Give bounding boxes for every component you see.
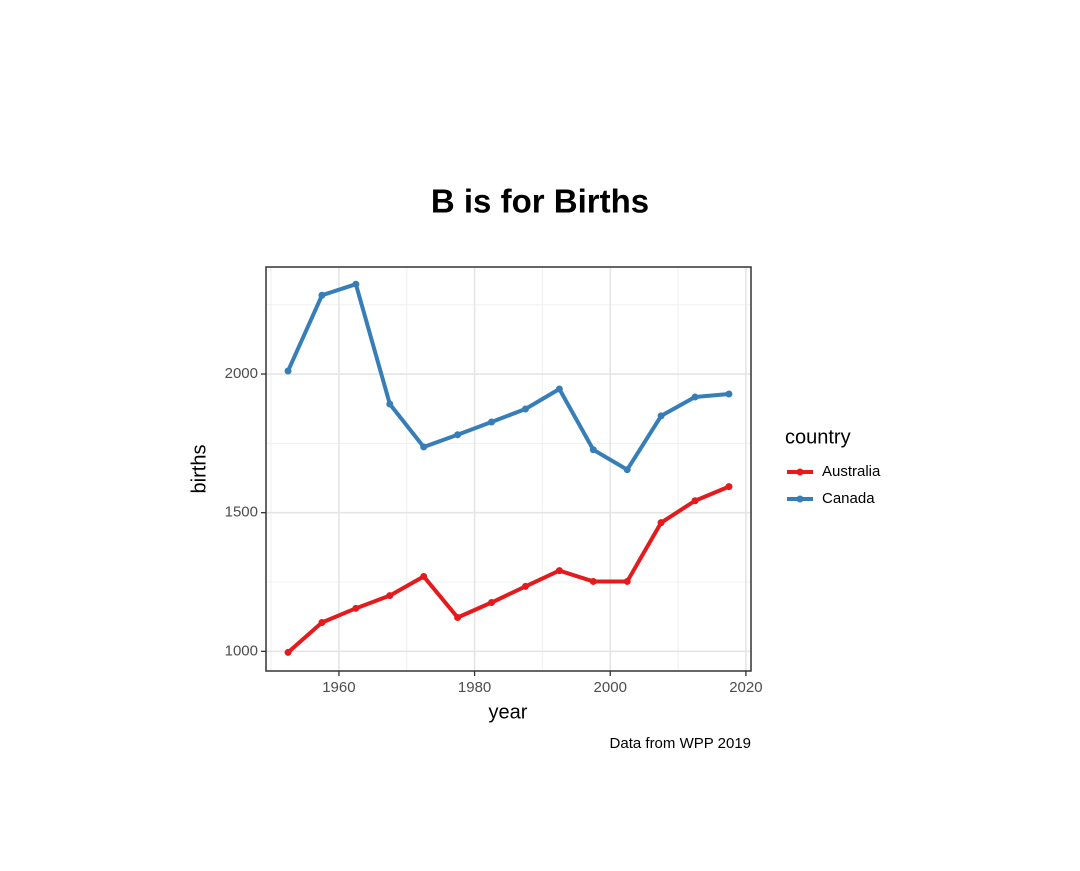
data-point bbox=[623, 466, 631, 474]
x-tick-label: 1980 bbox=[458, 679, 491, 696]
data-point bbox=[454, 431, 462, 439]
data-point bbox=[454, 613, 462, 621]
data-point bbox=[589, 446, 597, 454]
data-point bbox=[691, 497, 699, 505]
data-point bbox=[318, 618, 326, 626]
y-tick-label: 2000 bbox=[225, 365, 258, 382]
legend-title: country bbox=[785, 426, 851, 448]
y-tick-label: 1000 bbox=[225, 642, 258, 659]
chart-title: B is for Births bbox=[431, 183, 649, 220]
series-line bbox=[286, 484, 730, 654]
data-point bbox=[725, 390, 733, 398]
data-point bbox=[725, 483, 733, 491]
legend-key-point bbox=[796, 468, 804, 476]
data-point bbox=[691, 393, 699, 401]
series-line bbox=[286, 282, 730, 472]
data-point bbox=[488, 418, 496, 426]
legend-label: Canada bbox=[822, 490, 875, 507]
data-point bbox=[488, 599, 496, 607]
data-point bbox=[284, 367, 292, 375]
data-point bbox=[420, 443, 428, 451]
x-tick-label: 1960 bbox=[322, 679, 355, 696]
data-point bbox=[521, 405, 529, 413]
x-tick-label: 2020 bbox=[729, 679, 762, 696]
legend-label: Australia bbox=[822, 463, 881, 480]
x-axis-label: year bbox=[489, 701, 528, 723]
data-point bbox=[555, 385, 563, 393]
caption: Data from WPP 2019 bbox=[610, 735, 751, 752]
data-point bbox=[521, 582, 529, 590]
y-axis-label: births bbox=[188, 445, 210, 494]
data-point bbox=[352, 280, 360, 288]
data-point bbox=[386, 592, 394, 600]
data-point bbox=[318, 291, 326, 299]
data-point bbox=[284, 648, 292, 656]
data-point bbox=[657, 412, 665, 420]
data-point bbox=[352, 604, 360, 612]
x-tick-label: 2000 bbox=[594, 679, 627, 696]
plot-background bbox=[266, 267, 751, 671]
data-point bbox=[657, 519, 665, 527]
y-tick-label: 1500 bbox=[225, 504, 258, 521]
data-point bbox=[589, 577, 597, 585]
data-point bbox=[555, 567, 563, 575]
legend-key-point bbox=[796, 495, 804, 503]
data-point bbox=[386, 400, 394, 408]
data-point bbox=[420, 572, 428, 580]
plot-border bbox=[265, 266, 752, 672]
data-point bbox=[623, 577, 631, 585]
